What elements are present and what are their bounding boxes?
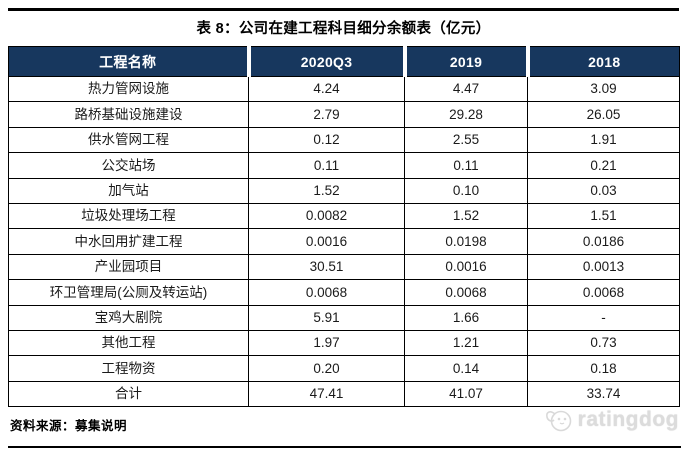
column-header: 2018 <box>525 46 680 77</box>
value-cell: 0.11 <box>404 152 528 179</box>
table-row: 宝鸡大剧院 5.91 1.66- <box>8 304 680 331</box>
value-cell: 3.09 <box>527 75 680 103</box>
value-cell: 0.18 <box>527 355 680 382</box>
project-name-cell: 宝鸡大剧院 <box>8 304 249 331</box>
watermark-brand: ratingdog <box>577 408 679 431</box>
top-rule <box>8 8 679 11</box>
header-row: 工程名称 2020Q3 2019 2018 <box>8 46 680 77</box>
value-cell: 1.66 <box>404 304 528 331</box>
value-cell: 47.41 <box>248 380 405 408</box>
column-header: 2019 <box>402 46 528 77</box>
project-name-cell: 路桥基础设施建设 <box>8 101 249 128</box>
value-cell: 1.97 <box>248 329 405 357</box>
bottom-rule <box>8 446 681 448</box>
value-cell: 1.51 <box>527 202 680 230</box>
value-cell: 1.91 <box>527 126 680 154</box>
value-cell: 0.0186 <box>527 228 680 255</box>
table-row: 其他工程 1.97 1.21 0.73 <box>8 329 680 357</box>
table-row: 产业园项目 30.51 0.0016 0.0013 <box>8 253 680 281</box>
project-name-cell: 其他工程 <box>8 329 249 357</box>
value-cell: 4.47 <box>404 75 528 103</box>
value-cell: 0.0198 <box>404 228 528 255</box>
table-row: 工程物资 0.20 0.14 0.18 <box>8 355 680 382</box>
project-name-cell: 垃圾处理场工程 <box>8 202 249 230</box>
table-body: 热力管网设施 4.24 4.47 3.09 路桥基础设施建设 2.79 29.28 26.05… <box>8 75 680 408</box>
source-note: 资料来源：募集说明 <box>10 419 128 433</box>
value-cell: 0.0082 <box>248 202 405 230</box>
table-row: 垃圾处理场工程 0.0082 1.52 1.51 <box>8 202 680 230</box>
value-cell: 1.52 <box>404 202 528 230</box>
table-row: 热力管网设施 4.24 4.47 3.09 <box>8 75 680 103</box>
value-cell: 0.0016 <box>248 228 405 255</box>
table-title: 表 8：公司在建工程科目细分余额表（亿元） <box>196 21 491 37</box>
value-cell: 0.0068 <box>527 279 680 306</box>
column-header: 工程名称 <box>8 46 249 77</box>
table-row: 合计 47.41 41.07 33.74 <box>8 380 680 408</box>
project-name-cell: 产业园项目 <box>8 253 249 281</box>
table-row: 加气站 1.52 0.10 0.03 <box>8 177 680 204</box>
value-cell: 33.74 <box>527 380 680 408</box>
project-name-cell: 热力管网设施 <box>8 75 249 103</box>
value-cell: 1.52 <box>248 177 405 204</box>
value-cell: 5.91 <box>248 304 405 331</box>
project-name-cell: 环卫管理局(公厕及转运站) <box>8 279 249 306</box>
value-cell: 0.12 <box>248 126 405 154</box>
value-cell: 0.21 <box>527 152 680 179</box>
project-name-cell: 公交站场 <box>8 152 249 179</box>
value-cell: 29.28 <box>404 101 528 128</box>
value-cell: 0.20 <box>248 355 405 382</box>
value-cell: 0.73 <box>527 329 680 357</box>
value-cell: 0.11 <box>248 152 405 179</box>
column-header: 2020Q3 <box>246 46 405 77</box>
value-cell: 30.51 <box>248 253 405 281</box>
value-cell: 0.0068 <box>248 279 405 306</box>
value-cell: 0.10 <box>404 177 528 204</box>
value-cell: 2.79 <box>248 101 405 128</box>
table-row: 供水管网工程 0.12 2.55 1.91 <box>8 126 680 154</box>
project-name-cell: 供水管网工程 <box>8 126 249 154</box>
dog-logo-icon <box>545 410 571 432</box>
construction-balance-table: 工程名称 2020Q3 2019 2018 热力管网设施 4.24 4.47 3.09 路桥基… <box>8 46 680 408</box>
project-name-cell: 中水回用扩建工程 <box>8 228 249 255</box>
table-header: 工程名称 2020Q3 2019 2018 <box>8 46 680 77</box>
table-row: 路桥基础设施建设 2.79 29.28 26.05 <box>8 101 680 128</box>
project-name-cell: 合计 <box>8 380 249 408</box>
value-cell: 0.0068 <box>404 279 528 306</box>
value-cell: 0.0013 <box>527 253 680 281</box>
value-cell: - <box>527 304 680 331</box>
project-name-cell: 加气站 <box>8 177 249 204</box>
value-cell: 4.24 <box>248 75 405 103</box>
value-cell: 0.03 <box>527 177 680 204</box>
value-cell: 1.21 <box>404 329 528 357</box>
table-row: 环卫管理局(公厕及转运站) 0.0068 0.0068 0.0068 <box>8 279 680 306</box>
value-cell: 41.07 <box>404 380 528 408</box>
value-cell: 2.55 <box>404 126 528 154</box>
project-name-cell: 工程物资 <box>8 355 249 382</box>
watermark: ratingdog <box>545 406 679 434</box>
value-cell: 26.05 <box>527 101 680 128</box>
value-cell: 0.14 <box>404 355 528 382</box>
table-row: 公交站场 0.11 0.11 0.21 <box>8 152 680 179</box>
table-row: 中水回用扩建工程 0.0016 0.0198 0.0186 <box>8 228 680 255</box>
value-cell: 0.0016 <box>404 253 528 281</box>
